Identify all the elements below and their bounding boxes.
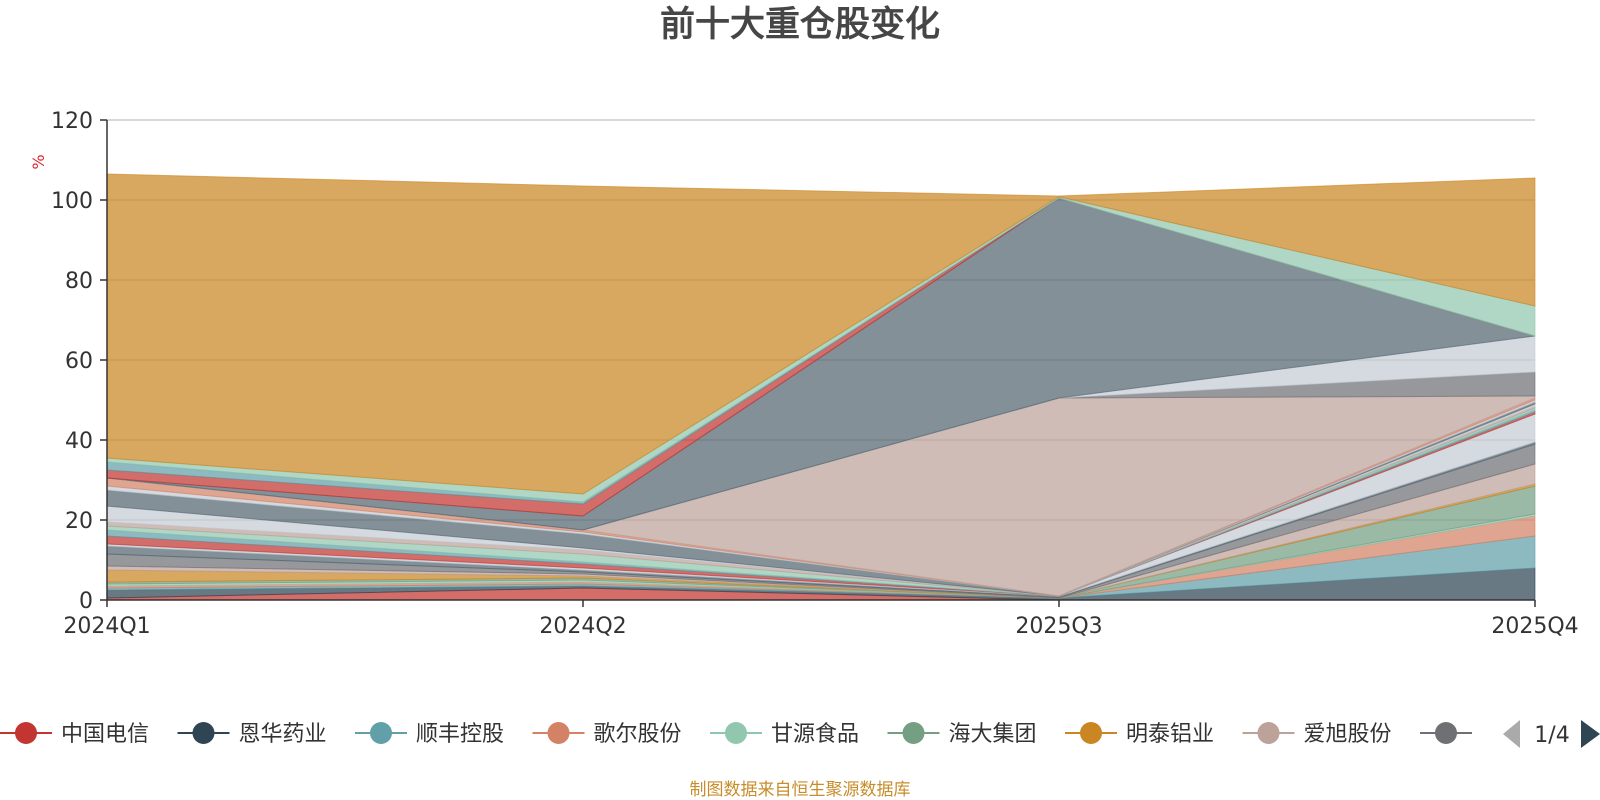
legend-item[interactable]: 中国电信 [0, 722, 149, 747]
y-tick-label: 100 [51, 189, 93, 214]
legend-item[interactable]: 歌尔股份 [532, 722, 682, 747]
x-tick-label: 2024Q2 [539, 614, 626, 639]
y-tick-label: 60 [65, 349, 93, 374]
legend-item[interactable]: 恩华药业 [177, 722, 327, 747]
legend-marker-icon [370, 722, 392, 744]
legend-marker-icon [1257, 722, 1280, 744]
x-tick-label: 2024Q1 [63, 614, 150, 639]
legend-marker-icon [192, 722, 215, 744]
x-tick-label: 2025Q3 [1015, 614, 1102, 639]
x-tick-label: 2025Q4 [1491, 614, 1578, 639]
area-series-26 [106, 173, 1536, 495]
legend-prev-page-icon[interactable] [1503, 720, 1520, 748]
y-tick-label: 0 [79, 589, 93, 614]
source-note: 制图数据来自恒生聚源数据库 [690, 780, 911, 800]
legend-marker-icon [1080, 722, 1102, 744]
legend-marker-icon [15, 722, 37, 744]
legend-item[interactable]: 爱旭股份 [1242, 722, 1392, 747]
legend-label: 明泰铝业 [1126, 722, 1214, 747]
legend-page-indicator: 1/4 [1534, 723, 1569, 748]
y-tick-label: 20 [65, 509, 93, 534]
y-tick-label: 80 [65, 269, 93, 294]
y-tick-label: 40 [65, 429, 93, 454]
axes: 0 20 40 60 80 100 120 2024Q1 2024Q2 2025Q3 2025Q4 [51, 109, 1579, 639]
legend-item[interactable]: 顺丰控股 [355, 722, 504, 747]
legend-item[interactable]: 甘源食品 [710, 722, 859, 747]
legend-label: 恩华药业 [239, 722, 327, 747]
legend-next-page-icon[interactable] [1581, 720, 1600, 748]
legend-marker-icon [725, 722, 747, 744]
legend-label: 爱旭股份 [1304, 722, 1392, 747]
legend-item[interactable] [1420, 722, 1472, 744]
legend-item[interactable]: 明泰铝业 [1065, 722, 1214, 747]
chart-title: 前十大重仓股变化 [660, 5, 940, 45]
legend-label: 顺丰控股 [416, 722, 504, 747]
y-axis-unit: % [29, 154, 48, 169]
legend-label: 甘源食品 [771, 722, 859, 747]
legend-pager: 1/4 [1503, 720, 1600, 748]
legend-marker-icon [902, 722, 925, 744]
legend-label: 歌尔股份 [594, 722, 682, 747]
y-tick-label: 120 [51, 109, 93, 134]
legend-item[interactable]: 海大集团 [887, 722, 1037, 747]
legend-label: 中国电信 [61, 722, 149, 747]
stacked-areas [106, 173, 1536, 601]
legend-marker-icon [1435, 722, 1457, 744]
legend-label: 海大集团 [949, 722, 1037, 747]
legend-marker-icon [547, 722, 570, 744]
legend: 中国电信 恩华药业 顺丰控股 歌尔股份 甘源食品 海大集团 明泰铝业 爱旭股份 [0, 722, 1472, 747]
